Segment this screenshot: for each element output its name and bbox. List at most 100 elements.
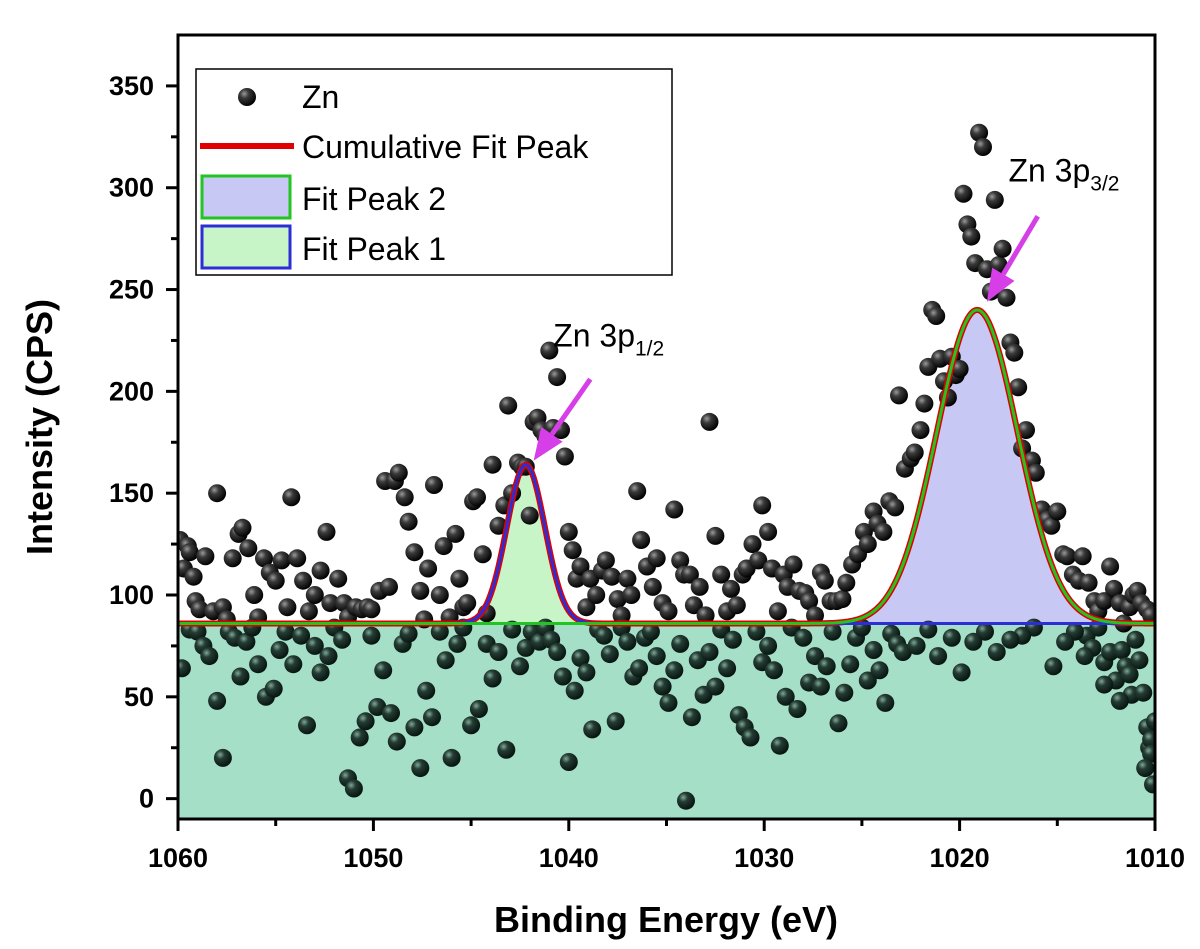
data-point bbox=[419, 559, 438, 578]
x-tick-label: 1030 bbox=[734, 843, 794, 873]
data-point bbox=[964, 632, 983, 651]
data-point bbox=[595, 626, 613, 645]
x-tick-label: 1050 bbox=[343, 843, 403, 873]
data-point bbox=[630, 659, 649, 678]
data-point bbox=[423, 708, 441, 727]
data-point bbox=[776, 687, 795, 706]
data-point bbox=[1075, 647, 1094, 666]
data-point bbox=[765, 661, 783, 680]
data-point bbox=[344, 779, 363, 798]
data-point bbox=[489, 516, 508, 535]
data-point bbox=[665, 500, 684, 519]
data-point bbox=[1144, 775, 1155, 794]
data-point bbox=[876, 693, 895, 712]
data-point bbox=[180, 543, 199, 562]
data-point bbox=[374, 661, 393, 680]
data-point bbox=[811, 677, 830, 696]
data-point bbox=[833, 590, 852, 609]
data-point bbox=[442, 748, 461, 767]
data-point bbox=[784, 555, 803, 574]
data-point bbox=[841, 655, 860, 674]
data-point bbox=[647, 549, 666, 568]
data-point bbox=[823, 622, 842, 641]
y-tick-label: 150 bbox=[109, 478, 154, 508]
legend-peak1-swatch bbox=[200, 224, 292, 270]
y-tick-label: 50 bbox=[124, 682, 154, 712]
data-point bbox=[759, 636, 778, 655]
data-point bbox=[1105, 579, 1123, 598]
x-tick-label: 1060 bbox=[148, 843, 208, 873]
data-point bbox=[282, 488, 301, 507]
y-tick-label: 300 bbox=[109, 173, 154, 203]
data-point bbox=[665, 661, 684, 680]
data-point bbox=[333, 630, 352, 649]
data-point bbox=[1101, 557, 1120, 576]
data-point bbox=[483, 455, 502, 474]
data-point bbox=[747, 622, 766, 641]
data-point bbox=[516, 638, 535, 657]
data-point bbox=[208, 691, 227, 710]
data-point bbox=[641, 622, 660, 641]
data-point bbox=[178, 659, 191, 678]
data-point bbox=[874, 522, 893, 541]
data-point bbox=[1095, 592, 1114, 611]
data-point bbox=[321, 594, 340, 613]
data-point bbox=[653, 677, 672, 696]
data-point bbox=[976, 622, 994, 641]
data-point bbox=[628, 482, 647, 501]
data-point bbox=[962, 227, 981, 246]
data-point bbox=[1146, 712, 1155, 731]
data-point bbox=[311, 561, 330, 580]
data-point bbox=[249, 655, 268, 674]
data-point bbox=[548, 368, 567, 387]
data-point bbox=[387, 732, 406, 751]
data-point bbox=[540, 341, 559, 360]
data-point bbox=[503, 620, 522, 639]
data-points bbox=[178, 123, 1155, 810]
legend-zn-label: Zn bbox=[302, 79, 339, 115]
data-point bbox=[741, 728, 760, 747]
data-point bbox=[718, 659, 737, 678]
y-tick-label: 100 bbox=[109, 580, 154, 610]
data-point bbox=[520, 506, 539, 525]
data-point bbox=[835, 683, 854, 702]
data-point bbox=[1026, 463, 1045, 482]
data-point bbox=[743, 535, 762, 554]
peak-annotation: Zn 3p3/2 bbox=[1008, 153, 1119, 196]
data-point bbox=[559, 522, 578, 541]
data-point bbox=[942, 628, 961, 647]
data-point bbox=[1112, 641, 1131, 659]
data-point bbox=[450, 569, 469, 588]
data-point bbox=[1079, 573, 1098, 592]
data-point bbox=[974, 138, 992, 156]
data-point bbox=[555, 447, 574, 466]
data-point bbox=[276, 622, 295, 641]
y-tick-label: 250 bbox=[109, 275, 154, 305]
data-point bbox=[411, 759, 430, 778]
data-point bbox=[231, 667, 250, 686]
data-point bbox=[380, 577, 398, 596]
data-point bbox=[970, 123, 989, 142]
data-point bbox=[602, 567, 621, 586]
data-point bbox=[245, 586, 264, 604]
data-point bbox=[837, 573, 856, 592]
x-tick-label: 1040 bbox=[539, 843, 599, 873]
data-point bbox=[1126, 630, 1145, 649]
data-point bbox=[770, 736, 789, 755]
data-point bbox=[462, 716, 481, 735]
data-point bbox=[1136, 759, 1155, 778]
y-tick-label: 200 bbox=[109, 376, 154, 406]
data-point bbox=[890, 386, 908, 405]
data-point bbox=[647, 647, 666, 666]
data-point bbox=[870, 661, 889, 680]
data-point bbox=[497, 740, 516, 759]
data-point bbox=[622, 586, 641, 604]
data-point bbox=[806, 647, 824, 666]
data-point bbox=[829, 714, 848, 733]
data-point bbox=[1130, 651, 1149, 670]
data-point bbox=[319, 647, 338, 666]
data-point bbox=[559, 753, 578, 771]
data-point bbox=[389, 463, 408, 482]
data-point bbox=[1142, 744, 1155, 763]
data-point bbox=[911, 421, 930, 440]
